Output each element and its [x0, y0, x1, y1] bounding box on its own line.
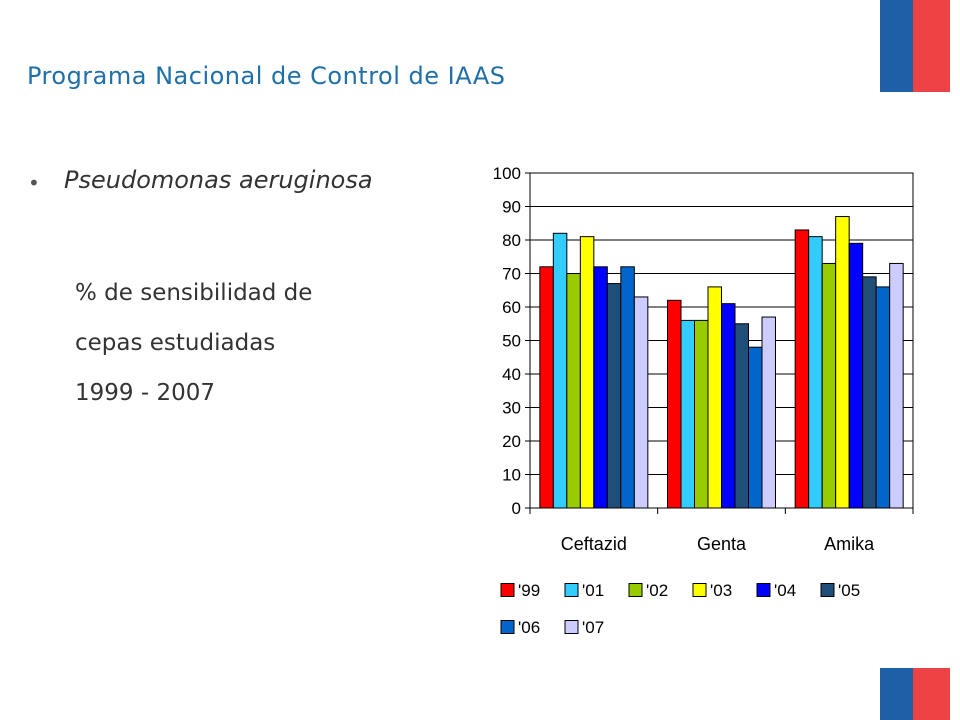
- x-tick-label: Amika: [824, 534, 875, 554]
- y-tick-label: 30: [502, 399, 521, 418]
- y-tick-label: 70: [502, 265, 521, 284]
- bar: [680, 319, 695, 509]
- bar: [734, 323, 749, 509]
- bar: [721, 303, 736, 509]
- bar: [633, 296, 649, 509]
- y-tick-label: 10: [502, 466, 521, 485]
- bar: [579, 236, 595, 509]
- legend-swatch: [820, 583, 835, 597]
- legend-swatch: [564, 583, 579, 597]
- legend-label: '07: [582, 618, 604, 637]
- bar: [707, 286, 722, 509]
- legend-label: '06: [518, 618, 540, 637]
- y-tick-label: 20: [502, 432, 521, 451]
- bar: [761, 316, 776, 509]
- y-tick-label: 40: [502, 365, 521, 384]
- bar: [835, 216, 850, 509]
- legend-swatch: [564, 620, 579, 634]
- bar: [667, 299, 682, 509]
- bar: [566, 273, 581, 509]
- y-tick-label: 80: [502, 231, 521, 250]
- bullet-text: Pseudomonas aeruginosa: [64, 166, 373, 194]
- flag-decoration-bottom: [880, 668, 950, 720]
- subtitle-line-3: 1999 - 2007: [75, 380, 215, 406]
- legend-label: '04: [774, 581, 796, 600]
- legend-label: '05: [838, 581, 860, 600]
- bar: [620, 266, 635, 509]
- legend-label: '99: [518, 581, 540, 600]
- subtitle-line-1: % de sensibilidad de: [75, 280, 313, 306]
- legend-swatch: [756, 583, 771, 597]
- legend-label: '02: [646, 581, 668, 600]
- flag-decoration-top: [880, 0, 950, 92]
- slide-title: Programa Nacional de Control de IAAS: [27, 62, 506, 90]
- bar: [862, 276, 877, 509]
- y-tick-label: 60: [502, 298, 521, 317]
- y-tick-label: 50: [502, 332, 521, 351]
- bar: [808, 236, 823, 509]
- legend-swatch: [628, 583, 643, 597]
- y-tick-label: 0: [512, 499, 521, 518]
- subtitle-line-2: cepas estudiadas: [75, 330, 276, 356]
- legend-swatch: [500, 583, 515, 597]
- y-tick-label: 100: [493, 164, 521, 183]
- x-tick-label: Ceftazid: [561, 534, 627, 554]
- legend-label: '01: [582, 581, 604, 600]
- bar: [875, 286, 891, 509]
- bar: [821, 262, 837, 509]
- bar: [606, 283, 622, 509]
- bar: [593, 266, 608, 509]
- legend-swatch: [500, 620, 515, 634]
- bar: [848, 242, 864, 509]
- x-tick-label: Genta: [697, 534, 747, 554]
- legend-swatch: [692, 583, 707, 597]
- bar: [889, 262, 904, 509]
- bullet-icon: •: [28, 171, 40, 195]
- y-tick-label: 90: [502, 198, 521, 217]
- bar: [552, 232, 568, 509]
- bar: [794, 229, 810, 509]
- legend-label: '03: [710, 581, 732, 600]
- bar: [694, 319, 709, 509]
- bar-chart: 0 10 20 30 40 50 60 70 80 90 100 Ceftazid Genta Amika…: [493, 164, 914, 637]
- bar: [748, 346, 763, 509]
- bar: [539, 266, 554, 509]
